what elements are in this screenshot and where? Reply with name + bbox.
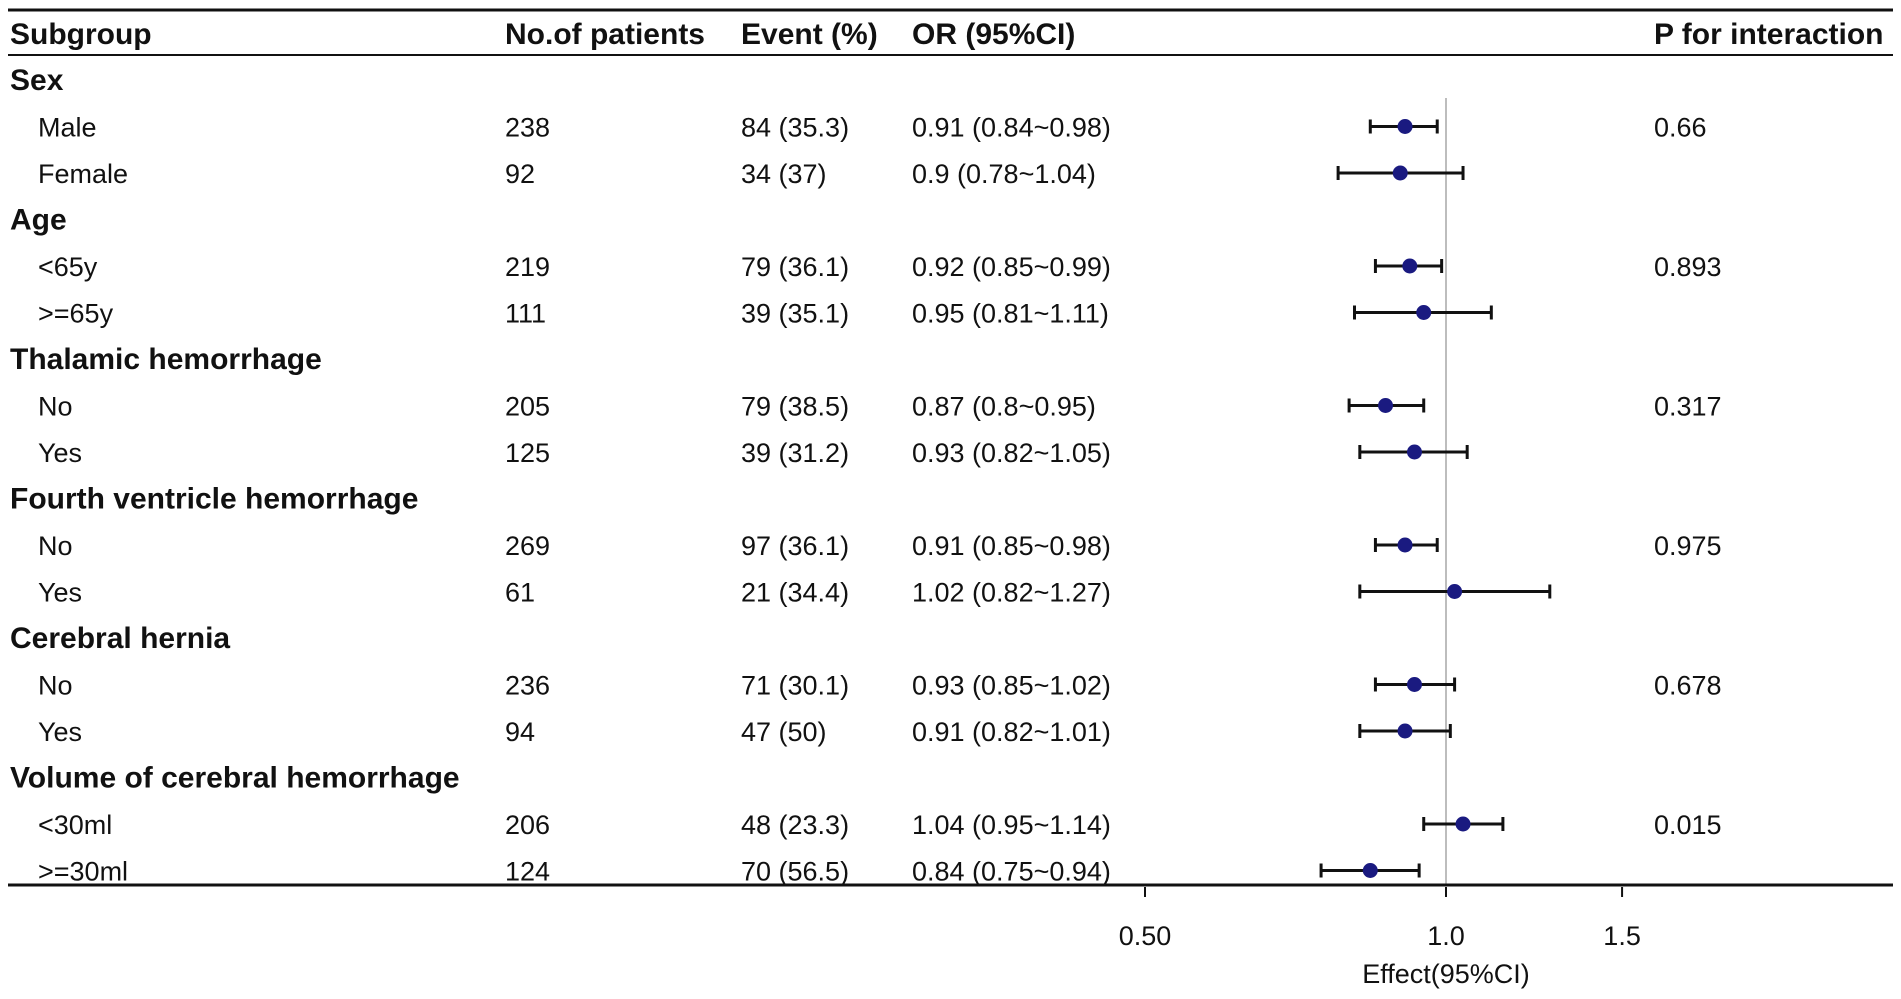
header-or: OR (95%CI) bbox=[912, 18, 1075, 51]
row-or: 0.91 (0.85~0.98) bbox=[912, 531, 1111, 561]
row-event: 97 (36.1) bbox=[741, 531, 849, 561]
group-label: Volume of cerebral hemorrhage bbox=[10, 762, 460, 795]
plot-marks bbox=[1319, 98, 1552, 885]
row-event: 70 (56.5) bbox=[741, 857, 849, 887]
row-label: No bbox=[38, 392, 73, 422]
row-or: 0.93 (0.82~1.05) bbox=[912, 438, 1111, 468]
row-or: 1.04 (0.95~1.14) bbox=[912, 810, 1111, 840]
row-patients: 111 bbox=[505, 299, 546, 329]
row-label: <65y bbox=[38, 252, 98, 282]
x-tick-label: 0.50 bbox=[1119, 921, 1172, 951]
row-label: Male bbox=[38, 113, 97, 143]
row-event: 48 (23.3) bbox=[741, 810, 849, 840]
row-patients: 236 bbox=[505, 671, 550, 701]
row-or: 0.9 (0.78~1.04) bbox=[912, 159, 1096, 189]
row-event: 47 (50) bbox=[741, 717, 827, 747]
row-label: <30ml bbox=[38, 810, 112, 840]
or-point bbox=[1397, 723, 1413, 739]
row-or: 0.95 (0.81~1.11) bbox=[912, 299, 1109, 329]
or-point bbox=[1362, 863, 1378, 878]
x-axis: 0.50 1.0 1.5 bbox=[1119, 887, 1641, 951]
group-label: Thalamic hemorrhage bbox=[10, 343, 322, 376]
row-p-interaction: 0.66 bbox=[1654, 113, 1707, 143]
row-label: Yes bbox=[38, 578, 82, 608]
row-event: 39 (35.1) bbox=[741, 299, 849, 329]
row-patients: 269 bbox=[505, 531, 550, 561]
row-label: Yes bbox=[38, 438, 82, 468]
row-patients: 206 bbox=[505, 810, 550, 840]
or-point bbox=[1392, 165, 1408, 181]
row-p-interaction: 0.317 bbox=[1654, 392, 1722, 422]
table-rows: Sex Male 238 84 (35.3) 0.91 (0.84~0.98) 0.66 F… bbox=[10, 64, 1722, 887]
group-label: Sex bbox=[10, 64, 64, 97]
x-tick-label: 1.0 bbox=[1427, 921, 1465, 951]
group-label: Cerebral hernia bbox=[10, 622, 230, 655]
row-p-interaction: 0.015 bbox=[1654, 810, 1722, 840]
or-point bbox=[1397, 119, 1413, 134]
row-event: 34 (37) bbox=[741, 159, 827, 189]
header-subgroup: Subgroup bbox=[10, 18, 152, 51]
row-event: 79 (36.1) bbox=[741, 252, 849, 282]
row-or: 0.87 (0.8~0.95) bbox=[912, 392, 1096, 422]
header-event: Event (%) bbox=[741, 18, 878, 51]
or-point bbox=[1397, 537, 1413, 553]
header-p-interaction: P for interaction bbox=[1654, 18, 1883, 51]
row-event: 84 (35.3) bbox=[741, 113, 849, 143]
row-patients: 92 bbox=[505, 159, 535, 189]
row-label: Yes bbox=[38, 717, 82, 747]
row-patients: 124 bbox=[505, 857, 550, 887]
or-point bbox=[1406, 677, 1422, 692]
row-patients: 219 bbox=[505, 252, 550, 282]
x-axis-label: Effect(95%CI) bbox=[1362, 959, 1530, 989]
row-event: 39 (31.2) bbox=[741, 438, 849, 468]
or-point bbox=[1447, 584, 1463, 599]
or-point bbox=[1406, 444, 1422, 460]
row-event: 21 (34.4) bbox=[741, 578, 849, 608]
row-p-interaction: 0.975 bbox=[1654, 531, 1722, 561]
row-or: 0.92 (0.85~0.99) bbox=[912, 252, 1111, 282]
row-label: >=65y bbox=[38, 299, 114, 329]
group-label: Age bbox=[10, 204, 67, 237]
or-point bbox=[1416, 305, 1432, 320]
row-or: 1.02 (0.82~1.27) bbox=[912, 578, 1111, 608]
or-point bbox=[1455, 816, 1471, 832]
row-or: 0.93 (0.85~1.02) bbox=[912, 671, 1111, 701]
row-p-interaction: 0.678 bbox=[1654, 671, 1722, 701]
row-label: Female bbox=[38, 159, 128, 189]
row-patients: 125 bbox=[505, 438, 550, 468]
x-tick-label: 1.5 bbox=[1603, 921, 1641, 951]
header-patients: No.of patients bbox=[505, 18, 705, 51]
row-or: 0.91 (0.82~1.01) bbox=[912, 717, 1111, 747]
row-patients: 205 bbox=[505, 392, 550, 422]
or-point bbox=[1378, 398, 1394, 413]
row-p-interaction: 0.893 bbox=[1654, 252, 1722, 282]
row-label: No bbox=[38, 531, 73, 561]
row-patients: 94 bbox=[505, 717, 535, 747]
group-label: Fourth ventricle hemorrhage bbox=[10, 483, 418, 516]
row-event: 71 (30.1) bbox=[741, 671, 849, 701]
row-patients: 61 bbox=[505, 578, 535, 608]
row-or: 0.91 (0.84~0.98) bbox=[912, 113, 1111, 143]
row-patients: 238 bbox=[505, 113, 550, 143]
row-event: 79 (38.5) bbox=[741, 392, 849, 422]
row-label: >=30ml bbox=[38, 857, 128, 887]
or-point bbox=[1402, 258, 1418, 274]
row-label: No bbox=[38, 671, 73, 701]
row-or: 0.84 (0.75~0.94) bbox=[912, 857, 1111, 887]
